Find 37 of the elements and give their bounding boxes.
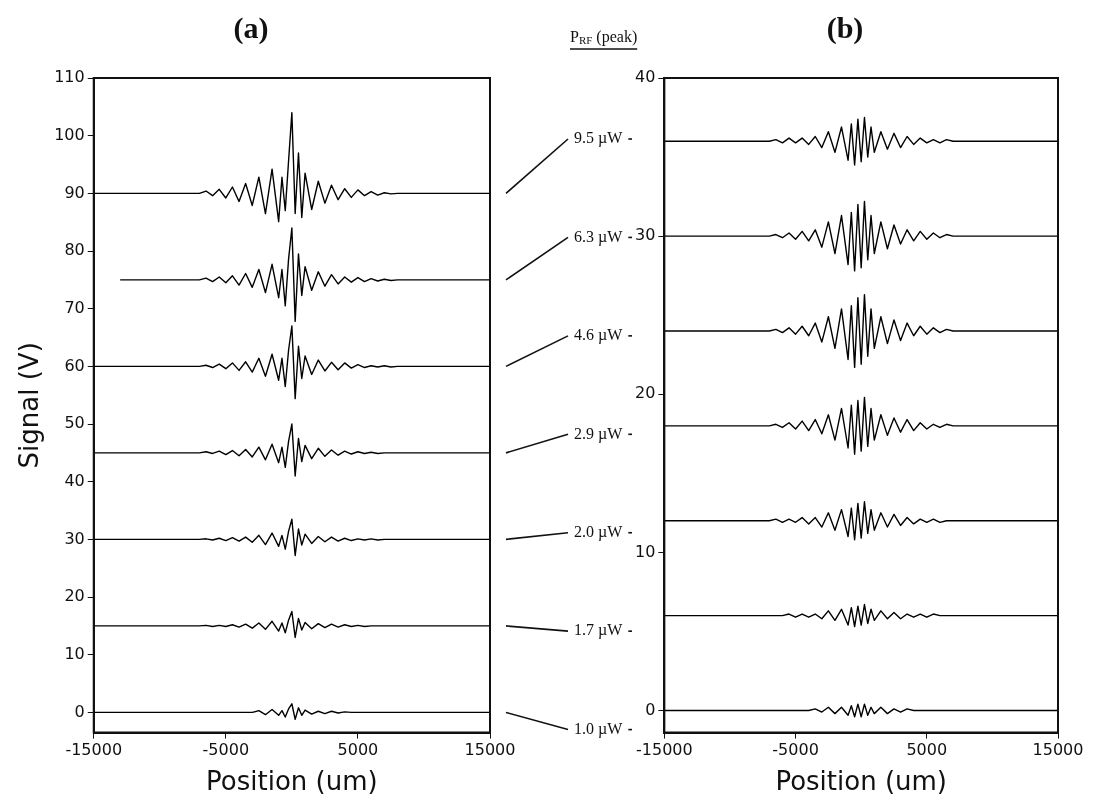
x-tick-label: -15000 xyxy=(65,740,123,760)
text: 4.6 µW xyxy=(574,326,624,345)
x-axis-title: Position (um) xyxy=(206,766,378,797)
y-tick-label: 70 xyxy=(64,297,85,317)
text: 9.5 µW xyxy=(574,129,624,148)
y-tick-label: 10 xyxy=(64,643,85,663)
x-tick-label: 15000 xyxy=(464,740,516,760)
text: 6.3 µW xyxy=(574,227,624,246)
y-tick-label: 100 xyxy=(54,124,85,144)
x-axis-title: Position (um) xyxy=(775,766,947,797)
y-tick-label: 60 xyxy=(64,355,85,375)
y-tick-label: 0 xyxy=(645,699,656,719)
y-tick-label: 50 xyxy=(64,413,85,433)
y-tick-label: 20 xyxy=(635,383,656,403)
y-tick-label: 40 xyxy=(64,470,85,490)
y-axis-title: Signal (V) xyxy=(14,342,45,469)
text: 1.0 µW xyxy=(574,719,624,738)
y-tick-label: 110 xyxy=(54,67,85,87)
y-tick-label: 30 xyxy=(64,528,85,548)
y-tick-label: 10 xyxy=(635,541,656,561)
y-tick-label: 20 xyxy=(64,586,85,606)
x-tick-label: 5000 xyxy=(906,740,948,760)
chart-title: (b) xyxy=(826,10,864,45)
text: 2.9 µW xyxy=(574,424,624,443)
text: 2.0 µW xyxy=(574,522,624,541)
text: 1.7 µW xyxy=(574,621,624,640)
x-tick-label: -5000 xyxy=(772,740,819,760)
x-tick-label: 15000 xyxy=(1032,740,1084,760)
y-tick-label: 0 xyxy=(74,701,85,721)
chart-title: (a) xyxy=(233,10,269,45)
y-tick-label: 90 xyxy=(64,182,85,202)
x-tick-label: -5000 xyxy=(202,740,250,760)
y-tick-label: 80 xyxy=(64,240,85,260)
y-tick-label: 40 xyxy=(635,67,656,87)
y-tick-label: 30 xyxy=(635,225,656,245)
x-tick-label: -15000 xyxy=(636,740,693,760)
x-tick-label: 5000 xyxy=(337,740,379,760)
